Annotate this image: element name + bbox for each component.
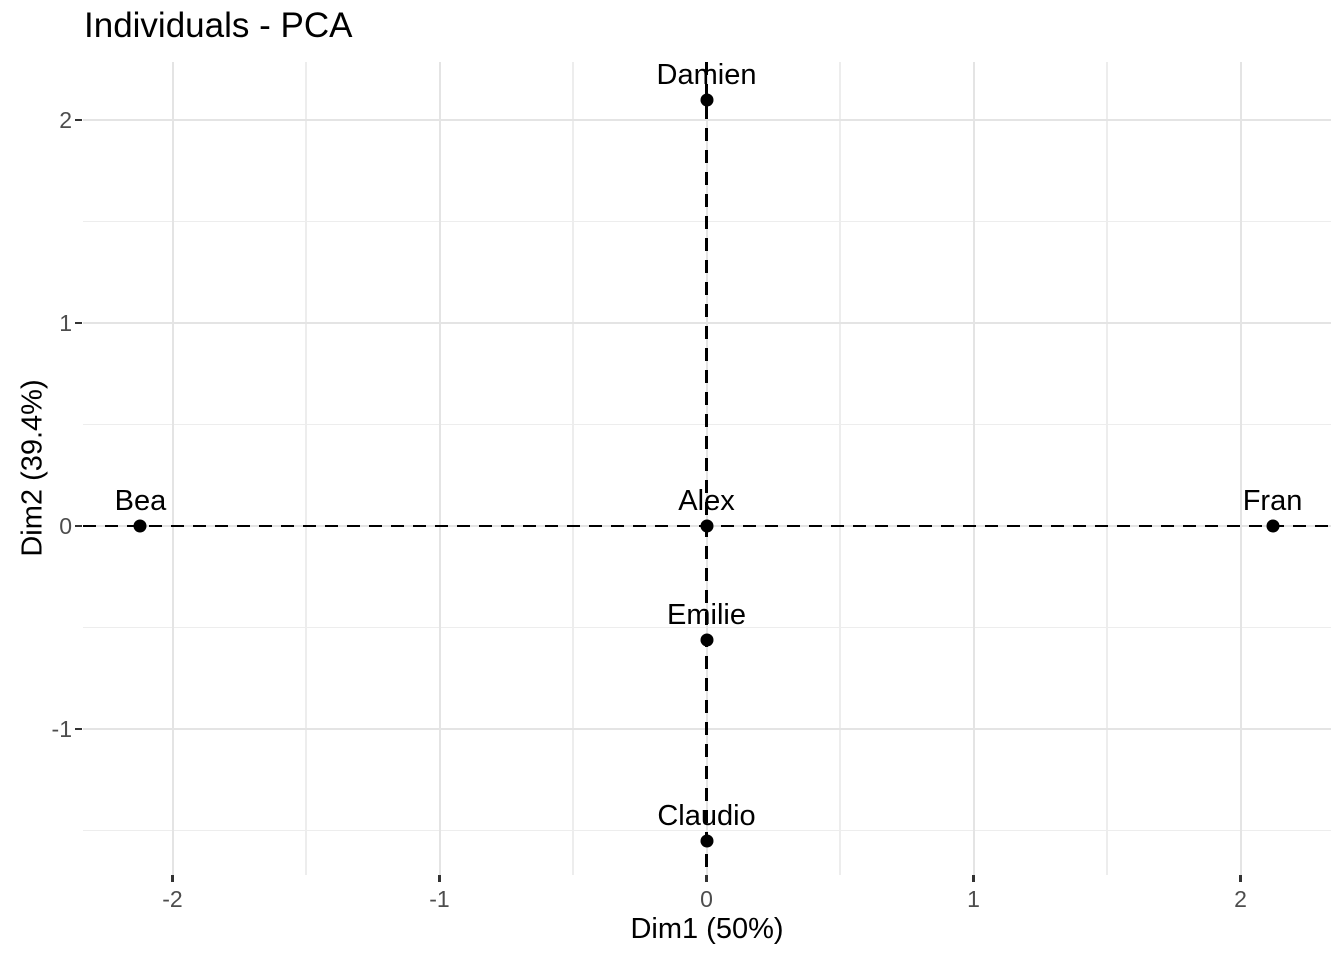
x-axis-tick-mark <box>438 875 441 882</box>
x-axis-tick-label: 2 <box>1234 886 1247 912</box>
data-point-label-bea: Bea <box>114 485 167 517</box>
plot-panel: Damien Bea Alex Fran Emilie Claudio <box>83 58 1331 875</box>
y-axis-tick-label: 0 <box>59 512 72 539</box>
x-axis-tick-label: -1 <box>429 886 450 912</box>
gridline-major-vertical <box>1239 62 1242 875</box>
x-axis-tick-mark <box>1239 875 1242 882</box>
data-point-damien <box>700 93 713 107</box>
y-axis-tick-label: 1 <box>59 309 72 336</box>
x-axis-tick-label: 1 <box>967 886 980 912</box>
y-axis-tick-mark <box>75 524 82 528</box>
data-point-label-alex: Alex <box>678 485 735 517</box>
data-point-bea <box>133 519 147 533</box>
data-point-alex <box>700 519 713 533</box>
y-axis-tick-label: 2 <box>59 106 72 133</box>
y-axis-tick-mark <box>75 118 82 122</box>
x-axis-title: Dim1 (50%) <box>630 913 784 945</box>
gridline-minor-vertical <box>839 62 841 875</box>
y-axis-tick-mark <box>75 727 82 731</box>
data-point-claudio <box>700 834 713 848</box>
x-axis-tick-mark <box>972 875 975 882</box>
gridline-major-vertical <box>438 62 441 875</box>
y-axis-tick-mark <box>75 321 82 325</box>
gridline-minor-vertical <box>305 62 307 875</box>
x-axis-tick-mark <box>705 875 708 882</box>
x-axis-tick-label: 0 <box>700 886 713 912</box>
data-point-label-emilie: Emilie <box>667 598 746 631</box>
data-point-fran <box>1266 519 1280 533</box>
gridline-minor-vertical <box>1106 62 1108 875</box>
data-point-label-claudio: Claudio <box>657 799 756 832</box>
zero-vertical-dashed-line <box>705 62 708 875</box>
data-point-emilie <box>700 633 713 647</box>
x-axis-tick-label: -2 <box>162 886 183 912</box>
gridline-major-vertical <box>171 62 174 875</box>
data-point-label-fran: Fran <box>1242 485 1303 517</box>
data-point-label-damien: Damien <box>656 58 757 91</box>
plot-title: Individuals - PCA <box>84 6 353 45</box>
x-axis-tick-mark <box>171 875 174 882</box>
gridline-major-vertical <box>972 62 975 875</box>
y-axis-tick-label: -1 <box>51 715 72 742</box>
gridline-minor-vertical <box>572 62 574 875</box>
